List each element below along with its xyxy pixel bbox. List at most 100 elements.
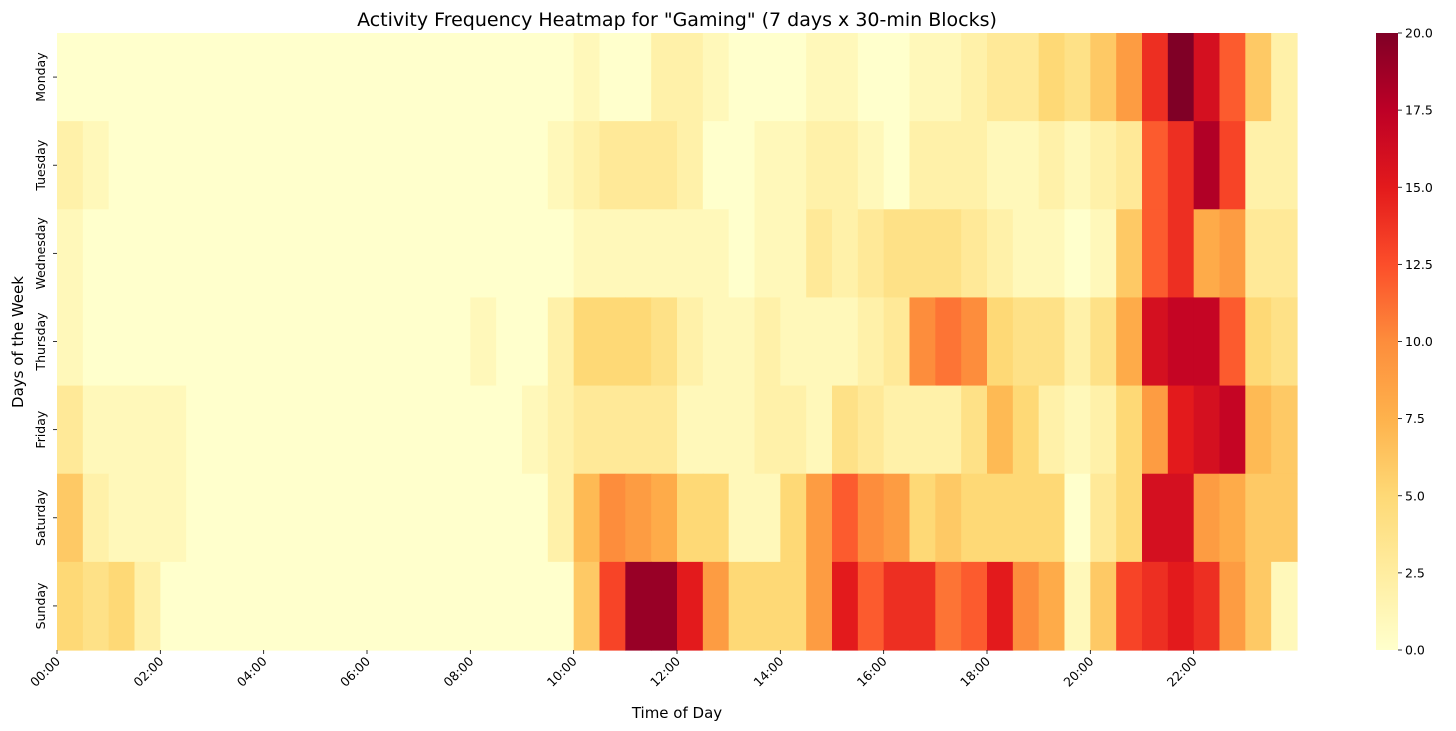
heatmap-cell [1142, 385, 1169, 475]
heatmap-cell [573, 385, 601, 475]
colorbar-tick-label: 17.5 [1405, 103, 1433, 118]
colorbar-tick-label: 20.0 [1405, 26, 1433, 41]
heatmap-cell [186, 33, 213, 122]
heatmap-cell [1116, 33, 1143, 122]
heatmap-cell [1038, 33, 1066, 122]
heatmap-cell [418, 121, 446, 210]
heatmap-cell [1219, 385, 1246, 475]
heatmap-cell [82, 385, 110, 475]
heatmap-cell [1193, 473, 1221, 563]
heatmap-cell [935, 561, 962, 651]
heatmap-cell [625, 473, 652, 563]
heatmap-cells [57, 33, 1298, 651]
heatmap-cell [289, 121, 316, 210]
heatmap-cell [108, 561, 136, 651]
heatmap-cell [935, 209, 962, 299]
y-tick-label: Saturday [33, 489, 48, 546]
heatmap-cell [263, 121, 291, 210]
colorbar-tick-label: 10.0 [1405, 334, 1433, 349]
heatmap-cell [418, 385, 446, 475]
heatmap-cell [754, 297, 781, 387]
heatmap-cell [470, 385, 497, 475]
heatmap-cell [108, 297, 136, 387]
heatmap-cell [599, 209, 626, 299]
heatmap-cell [315, 473, 342, 563]
heatmap-cell [728, 33, 756, 122]
heatmap-cell [857, 297, 885, 387]
heatmap-cell [263, 33, 291, 122]
heatmap-cell [57, 121, 84, 210]
heatmap-cell [547, 209, 575, 299]
heatmap-cell [134, 385, 161, 475]
heatmap-cell [935, 297, 962, 387]
heatmap-cell [186, 209, 213, 299]
heatmap-cell [961, 297, 988, 387]
colorbar-tick-label: 7.5 [1405, 411, 1425, 426]
heatmap-cell [367, 121, 394, 210]
heatmap-cell [935, 33, 962, 122]
heatmap-cell [315, 385, 342, 475]
heatmap-cell [263, 473, 291, 563]
heatmap-cell [289, 297, 316, 387]
y-axis-label: Days of the Week [9, 276, 27, 408]
heatmap-cell [677, 121, 704, 210]
heatmap-cell [341, 473, 368, 563]
heatmap-cell [1012, 121, 1040, 210]
heatmap-cell [160, 561, 187, 651]
heatmap-cell [496, 121, 523, 210]
heatmap-cell [1245, 385, 1272, 475]
heatmap-cell [1142, 561, 1169, 651]
heatmap-cell [832, 473, 859, 563]
heatmap-cell [677, 561, 704, 651]
heatmap-cell [367, 385, 394, 475]
heatmap-cell [625, 385, 652, 475]
heatmap-cell [341, 385, 368, 475]
colorbar-tick-label: 2.5 [1405, 565, 1425, 580]
heatmap-cell [160, 473, 187, 563]
heatmap-cell [1245, 297, 1272, 387]
heatmap-cell [1012, 297, 1040, 387]
y-tick-label: Sunday [33, 582, 48, 629]
heatmap-cell [1038, 297, 1066, 387]
heatmap-cell [289, 209, 316, 299]
heatmap-cell [547, 473, 575, 563]
heatmap-cell [496, 561, 523, 651]
heatmap-cell [935, 385, 962, 475]
heatmap-cell [392, 297, 420, 387]
heatmap-cell [547, 121, 575, 210]
heatmap-cell [1193, 33, 1221, 122]
heatmap-cell [806, 561, 833, 651]
x-tick-label: 14:00 [750, 653, 786, 689]
heatmap-cell [573, 209, 601, 299]
heatmap-cell [832, 297, 859, 387]
heatmap-cell [599, 33, 626, 122]
heatmap-cell [832, 121, 859, 210]
heatmap-cell [341, 33, 368, 122]
heatmap-cell [82, 209, 110, 299]
heatmap-cell [367, 561, 394, 651]
heatmap-cell [961, 209, 988, 299]
heatmap-cell [883, 121, 911, 210]
heatmap-cell [1064, 561, 1091, 651]
heatmap-cell [702, 121, 730, 210]
heatmap-cell [909, 297, 936, 387]
heatmap-cell [1219, 33, 1246, 122]
heatmap-cell [961, 121, 988, 210]
heatmap-cell [1116, 385, 1143, 475]
heatmap-cell [728, 121, 756, 210]
heatmap-cell [780, 385, 807, 475]
heatmap-cell [573, 121, 601, 210]
heatmap-cell [1090, 121, 1117, 210]
heatmap-cell [82, 473, 110, 563]
heatmap-cell [522, 209, 549, 299]
heatmap-cell [677, 473, 704, 563]
heatmap-cell [702, 209, 730, 299]
heatmap-cell [134, 297, 161, 387]
heatmap-cell [160, 385, 187, 475]
heatmap-cell [1038, 561, 1066, 651]
heatmap-cell [1219, 561, 1246, 651]
heatmap-cell [470, 297, 497, 387]
heatmap-cell [780, 121, 807, 210]
heatmap-cell [418, 33, 446, 122]
heatmap-cell [237, 385, 265, 475]
